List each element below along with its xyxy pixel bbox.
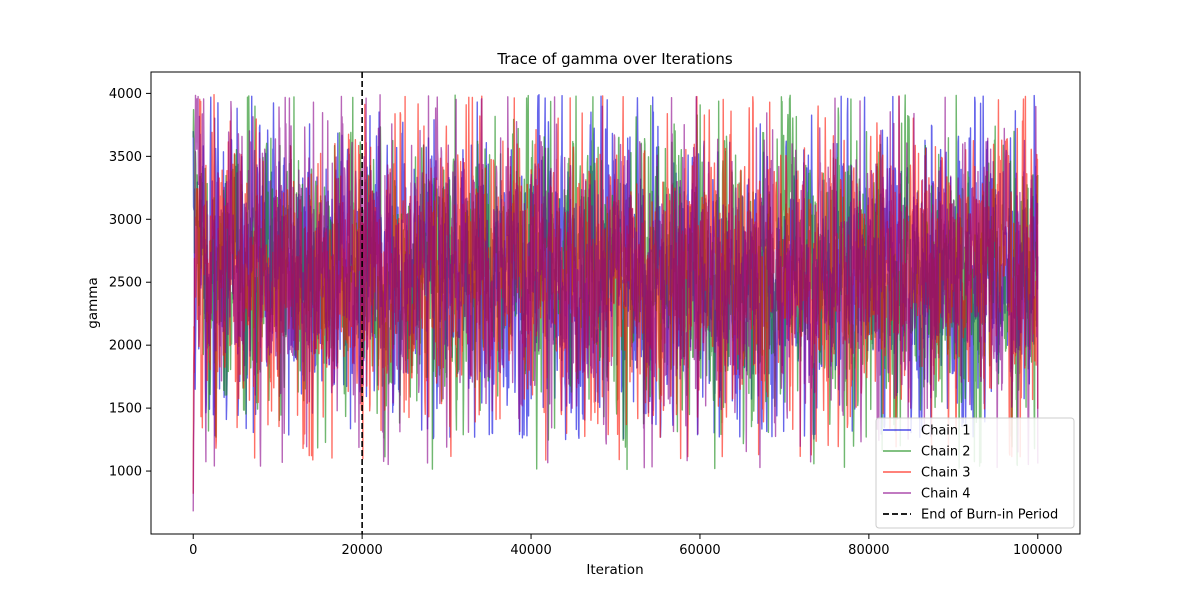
legend-label: Chain 1	[921, 424, 971, 439]
y-tick-label: 1500	[109, 402, 142, 417]
legend-entry-chain-1: Chain 1	[883, 424, 971, 439]
y-axis: 1000 1500 2000 2500 3000 3500 4000	[109, 87, 151, 480]
y-tick-label: 3000	[109, 213, 142, 228]
series-layer	[192, 93, 1039, 512]
x-tick-label: 40000	[510, 543, 551, 558]
plot-frame	[150, 71, 1081, 535]
legend-box	[875, 417, 1075, 529]
legend-label: Chain 2	[921, 445, 971, 460]
x-tick-label: 60000	[679, 543, 720, 558]
legend-label: Chain 3	[921, 466, 971, 481]
y-tick-label: 2000	[109, 339, 142, 354]
legend-entry-chain-2: Chain 2	[883, 445, 971, 460]
chart-title: Trace of gamma over Iterations	[496, 50, 733, 68]
legend-entry-burn-in: End of Burn-in Period	[883, 508, 1058, 523]
y-tick-label: 4000	[109, 87, 142, 102]
y-tick-label: 3500	[109, 150, 142, 165]
x-tick-label: 80000	[848, 543, 889, 558]
legend-label: Chain 4	[921, 487, 971, 502]
y-tick-label: 1000	[109, 465, 142, 480]
x-axis-label: Iteration	[586, 562, 643, 578]
x-tick-label: 100000	[1013, 543, 1063, 558]
x-axis: 0 20000 40000 60000 80000 100000	[189, 534, 1063, 558]
y-axis-label: gamma	[85, 277, 101, 328]
x-tick-label: 0	[189, 543, 197, 558]
legend-entry-chain-3: Chain 3	[883, 466, 971, 481]
x-tick-label: 20000	[341, 543, 382, 558]
series-line-chain-4	[192, 94, 1039, 512]
legend-label: End of Burn-in Period	[921, 508, 1058, 523]
legend: Chain 1 Chain 2 Chain 3 Chain 4 End of Burn-…	[875, 417, 1075, 529]
legend-entry-chain-4: Chain 4	[883, 487, 971, 502]
y-tick-label: 2500	[109, 276, 142, 291]
